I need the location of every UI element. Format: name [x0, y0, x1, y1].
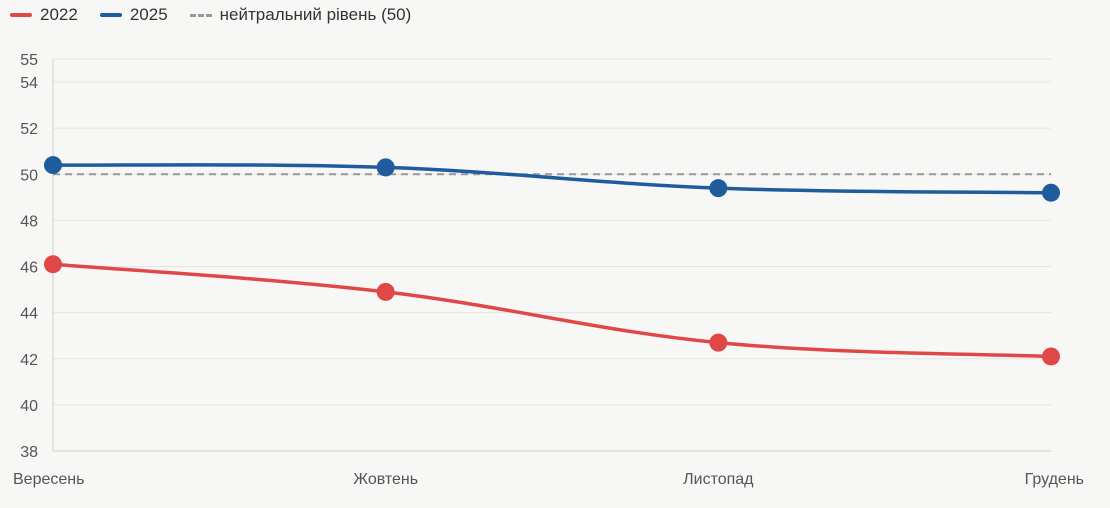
y-tick-label: 54: [20, 75, 38, 92]
data-point-2025: [44, 156, 62, 175]
legend-label-2022: 2022: [40, 5, 78, 24]
data-point-2022: [376, 282, 395, 301]
legend-swatch-neutral: [189, 13, 212, 17]
data-point-2022: [1042, 347, 1060, 366]
y-tick-label: 52: [20, 121, 38, 138]
y-tick-label: 50: [20, 167, 38, 184]
x-tick-label: Грудень: [1025, 471, 1084, 488]
y-tick-label: 46: [20, 260, 38, 277]
legend-item-neutral[interactable]: нейтральний рівень (50): [189, 5, 412, 25]
data-point-2025: [376, 158, 395, 177]
y-tick-label: 40: [20, 398, 38, 415]
x-tick-label: Жовтень: [353, 471, 418, 488]
x-tick-label: Листопад: [683, 471, 754, 488]
chart-legend: 2022 2025 нейтральний рівень (50): [10, 4, 411, 26]
data-point-2025: [1042, 183, 1060, 202]
x-tick-label: Вересень: [13, 471, 84, 488]
legend-label-2025: 2025: [129, 5, 168, 24]
legend-item-2025[interactable]: 2025: [99, 5, 168, 25]
y-tick-label: 44: [20, 306, 38, 323]
y-tick-label: 42: [20, 352, 38, 369]
data-point-2025: [709, 179, 728, 198]
series-line-2022: [51, 262, 1053, 359]
legend-item-2022[interactable]: 2022: [10, 5, 78, 25]
legend-label-neutral: нейтральний рівень (50): [219, 5, 412, 24]
data-point-2022: [709, 333, 728, 352]
y-tick-label: 48: [20, 213, 38, 230]
data-point-2022: [44, 255, 62, 274]
legend-swatch-2025: [99, 13, 122, 17]
series-line-2025: [51, 163, 1053, 195]
y-tick-label: 38: [20, 444, 38, 461]
legend-swatch-2022: [10, 13, 32, 17]
y-tick-label: 55: [20, 52, 38, 69]
